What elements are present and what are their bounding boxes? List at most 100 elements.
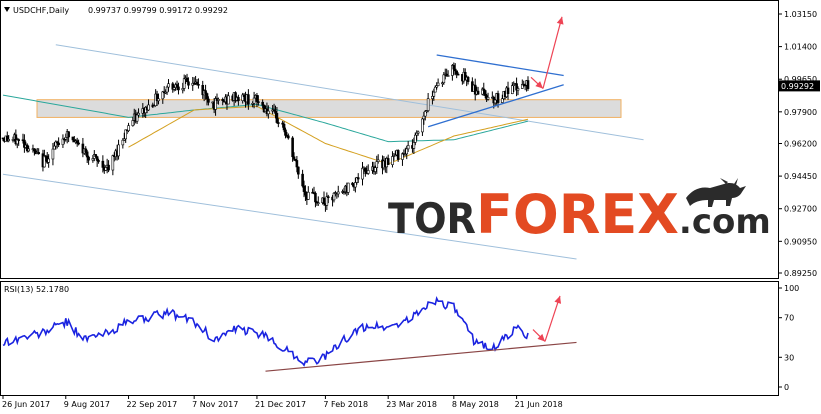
- candle: [124, 129, 127, 143]
- candle: [406, 141, 410, 152]
- price-header-ohlc: 0.99737 0.99799 0.99172 0.99292: [88, 6, 228, 15]
- candle: [423, 110, 427, 121]
- candle: [366, 164, 370, 175]
- price-axis-tick-label: 0.90950: [784, 237, 817, 246]
- candle: [17, 138, 20, 146]
- candle: [282, 121, 286, 133]
- candle: [85, 149, 89, 163]
- candle: [157, 93, 160, 105]
- price-axis-tick-label: 0.99650: [784, 75, 817, 84]
- candle: [135, 111, 139, 124]
- candle: [295, 155, 299, 173]
- candle: [421, 117, 424, 136]
- rsi-axis-tick-label: 30: [784, 353, 794, 362]
- candle: [43, 149, 46, 168]
- rsi-panel-frame: [0, 281, 779, 396]
- time-axis-tick-label: 26 Jun 2017: [2, 400, 50, 409]
- candle: [483, 89, 487, 99]
- candle: [375, 155, 379, 174]
- candle: [67, 131, 70, 143]
- candle: [314, 191, 317, 208]
- candle: [111, 154, 115, 176]
- price-axis-tick-label: 0.96200: [784, 140, 817, 149]
- candle: [47, 154, 50, 168]
- moving-average-2-line: [128, 105, 529, 165]
- candle: [326, 194, 330, 204]
- candle: [257, 95, 260, 106]
- rsi-header: RSI(13) 52.1780: [4, 285, 69, 294]
- candle: [275, 106, 279, 124]
- rsi-line: [2, 296, 529, 367]
- candle: [117, 139, 120, 160]
- candle: [386, 154, 390, 165]
- candle: [396, 149, 400, 162]
- candle: [197, 78, 200, 89]
- candle: [261, 99, 264, 109]
- candle: [37, 148, 40, 155]
- time-axis-tick-label: 9 Aug 2017: [64, 400, 110, 409]
- candle: [147, 99, 150, 111]
- candle: [51, 142, 55, 166]
- current-price-marker: 0.99292: [779, 80, 820, 92]
- rsi-axis: 100 70 30 0: [778, 284, 799, 392]
- price-axis-tick-label: 0.94450: [784, 172, 817, 181]
- candles: [1, 62, 530, 212]
- rsi-plot: [2, 295, 577, 372]
- candle: [436, 78, 440, 87]
- candle: [501, 94, 504, 104]
- channel-upper-line: [55, 44, 644, 141]
- candle: [486, 92, 490, 101]
- candle: [435, 82, 438, 90]
- candle: [426, 93, 430, 113]
- candle: [247, 89, 250, 110]
- bull-logo-icon: [686, 178, 746, 207]
- candle: [476, 86, 480, 95]
- candle: [121, 138, 125, 149]
- candle: [57, 137, 60, 148]
- forecast-arrow-up: [542, 16, 564, 89]
- support-trend-line: [427, 84, 564, 128]
- candle: [446, 70, 450, 77]
- dropdown-triangle-icon[interactable]: [4, 7, 10, 12]
- price-axis-tick-label: 1.03150: [784, 10, 817, 19]
- rsi-forecast-arrow-down: [532, 329, 546, 342]
- candle: [301, 169, 304, 188]
- candle: [456, 72, 460, 76]
- watermark: TORFOREX.com: [388, 178, 771, 246]
- time-axis-tick-label: 22 Sep 2017: [127, 400, 178, 409]
- candle: [204, 84, 207, 100]
- candle: [453, 63, 457, 76]
- rsi-trend-line: [265, 341, 577, 372]
- time-axis-tick-label: 7 Nov 2017: [192, 400, 238, 409]
- candle: [127, 122, 130, 133]
- candle: [432, 88, 436, 101]
- candle: [466, 75, 470, 85]
- time-axis-tick-label: 21 Jun 2018: [515, 400, 563, 409]
- candle: [412, 137, 416, 154]
- candle: [336, 185, 340, 198]
- candle: [7, 135, 11, 143]
- resistance-trend-line: [436, 54, 564, 77]
- candle: [287, 133, 290, 140]
- time-axis-tick-label: 21 Dec 2017: [255, 400, 306, 409]
- rsi-forecast-arrow-up: [544, 295, 562, 342]
- candle: [526, 76, 530, 91]
- price-axis: 1.03150 1.01400 0.99650 0.97900 0.96200 0.944…: [778, 10, 817, 278]
- current-price-label: 0.99292: [781, 82, 814, 91]
- candle: [297, 166, 300, 179]
- rsi-axis-tick-label: 0: [784, 383, 789, 392]
- candle: [316, 196, 320, 206]
- price-plot: [1, 16, 644, 260]
- candle: [332, 192, 336, 203]
- time-axis-tick-label: 23 Mar 2018: [386, 400, 437, 409]
- watermark-tor: TOR: [388, 194, 476, 243]
- candle: [376, 154, 380, 164]
- price-panel-frame: [0, 0, 779, 279]
- forecast-arrow-down: [530, 76, 544, 89]
- time-axis-tick-label: 7 Feb 2018: [323, 400, 368, 409]
- candle: [94, 153, 98, 158]
- time-axis: 26 Jun 2017 9 Aug 2017 22 Sep 2017 7 Nov 20…: [2, 395, 563, 409]
- candle: [252, 91, 256, 109]
- candle: [346, 182, 350, 195]
